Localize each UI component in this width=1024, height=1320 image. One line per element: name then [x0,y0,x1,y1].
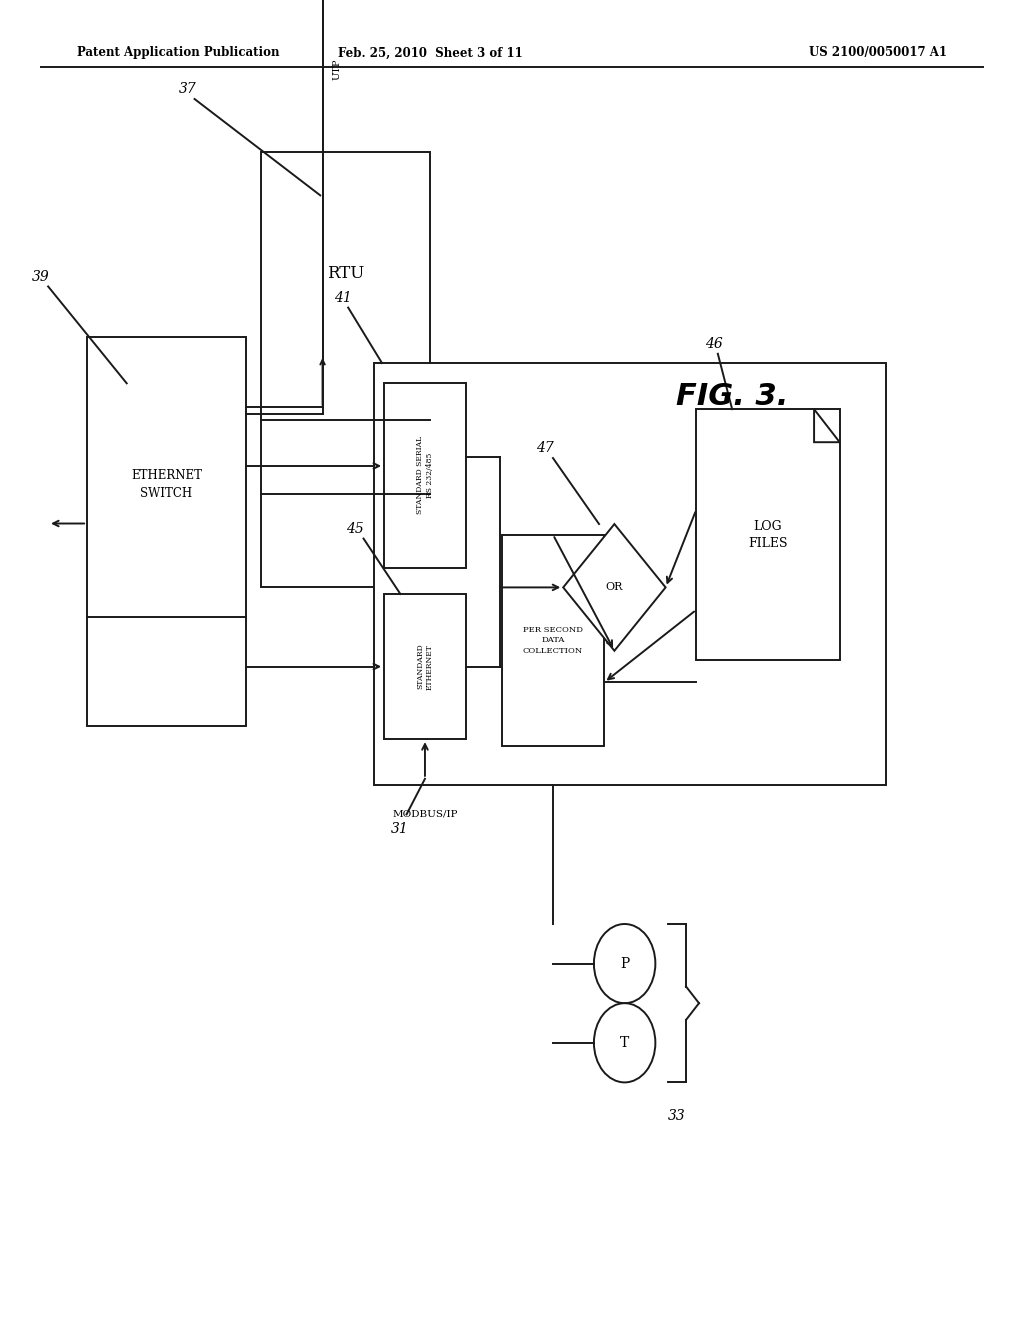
Text: STANDARD
ETHERNET: STANDARD ETHERNET [416,644,434,689]
Polygon shape [563,524,666,651]
Bar [696,409,840,660]
Text: FIG. 3.: FIG. 3. [676,381,788,411]
Text: Patent Application Publication: Patent Application Publication [77,46,280,59]
Polygon shape [814,409,840,442]
Text: 47: 47 [536,441,554,455]
Text: UTP: UTP [333,58,342,81]
Text: OR: OR [606,582,623,593]
Bar [384,594,466,739]
Bar [87,337,246,726]
Bar [502,535,604,746]
Bar [261,152,430,587]
Circle shape [594,1003,655,1082]
Text: ETHERNET
SWITCH: ETHERNET SWITCH [131,469,202,500]
Text: 41: 41 [334,290,352,305]
Text: 39: 39 [32,269,50,284]
Text: LOG
FILES: LOG FILES [749,520,787,549]
Text: T: T [620,1036,630,1049]
Text: US 2100/0050017 A1: US 2100/0050017 A1 [809,46,947,59]
Text: MODBUS/IP: MODBUS/IP [392,809,458,818]
Circle shape [594,924,655,1003]
Text: STANDARD SERIAL
RS 232/485: STANDARD SERIAL RS 232/485 [416,436,434,515]
Text: 37: 37 [178,82,197,96]
Text: 45: 45 [346,521,365,536]
Text: P: P [620,957,630,970]
Text: PER SECOND
DATA
COLLECTION: PER SECOND DATA COLLECTION [523,626,583,655]
Bar [384,383,466,568]
Bar [374,363,886,785]
Text: RTU: RTU [327,265,365,282]
Text: 46: 46 [705,337,722,351]
Text: 31: 31 [390,822,409,837]
Text: Feb. 25, 2010  Sheet 3 of 11: Feb. 25, 2010 Sheet 3 of 11 [338,46,522,59]
Text: 33: 33 [668,1109,686,1123]
